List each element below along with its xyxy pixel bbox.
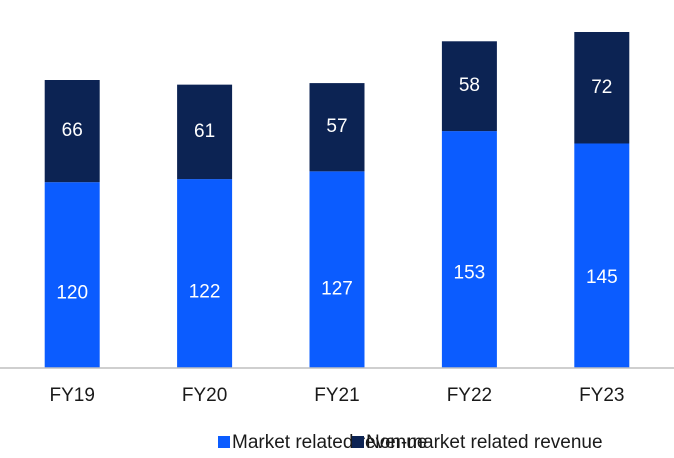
- data-label: 72: [591, 77, 612, 98]
- bar-segment: [44, 182, 100, 368]
- bar-segment: [44, 80, 100, 183]
- data-label: 57: [326, 116, 347, 137]
- bar-segment: [574, 143, 630, 368]
- legend-label: Market related revenue: [232, 432, 427, 453]
- bar-segment: [574, 32, 630, 144]
- data-label: 61: [194, 121, 215, 142]
- x-tick-label: FY23: [579, 385, 624, 406]
- legend-swatch: [352, 436, 364, 448]
- bar-segment: [177, 179, 233, 368]
- data-label: 66: [62, 120, 83, 141]
- x-tick-label: FY20: [182, 385, 227, 406]
- bar-segment: [309, 171, 365, 368]
- legend-swatch: [218, 436, 230, 448]
- bar-segment: [309, 83, 365, 172]
- x-tick-label: FY21: [314, 385, 359, 406]
- data-label: 127: [321, 278, 353, 299]
- data-label: 122: [189, 281, 221, 302]
- data-label: 58: [459, 75, 480, 96]
- legend-label: Non-market related revenue: [366, 432, 603, 453]
- data-label: 153: [454, 262, 486, 283]
- x-tick-label: FY22: [447, 385, 492, 406]
- data-label: 145: [586, 267, 618, 288]
- bar-segment: [177, 84, 233, 180]
- x-tick-label: FY19: [49, 385, 94, 406]
- data-label: 120: [56, 283, 88, 304]
- bar-segment: [441, 131, 497, 368]
- bar-segment: [441, 41, 497, 132]
